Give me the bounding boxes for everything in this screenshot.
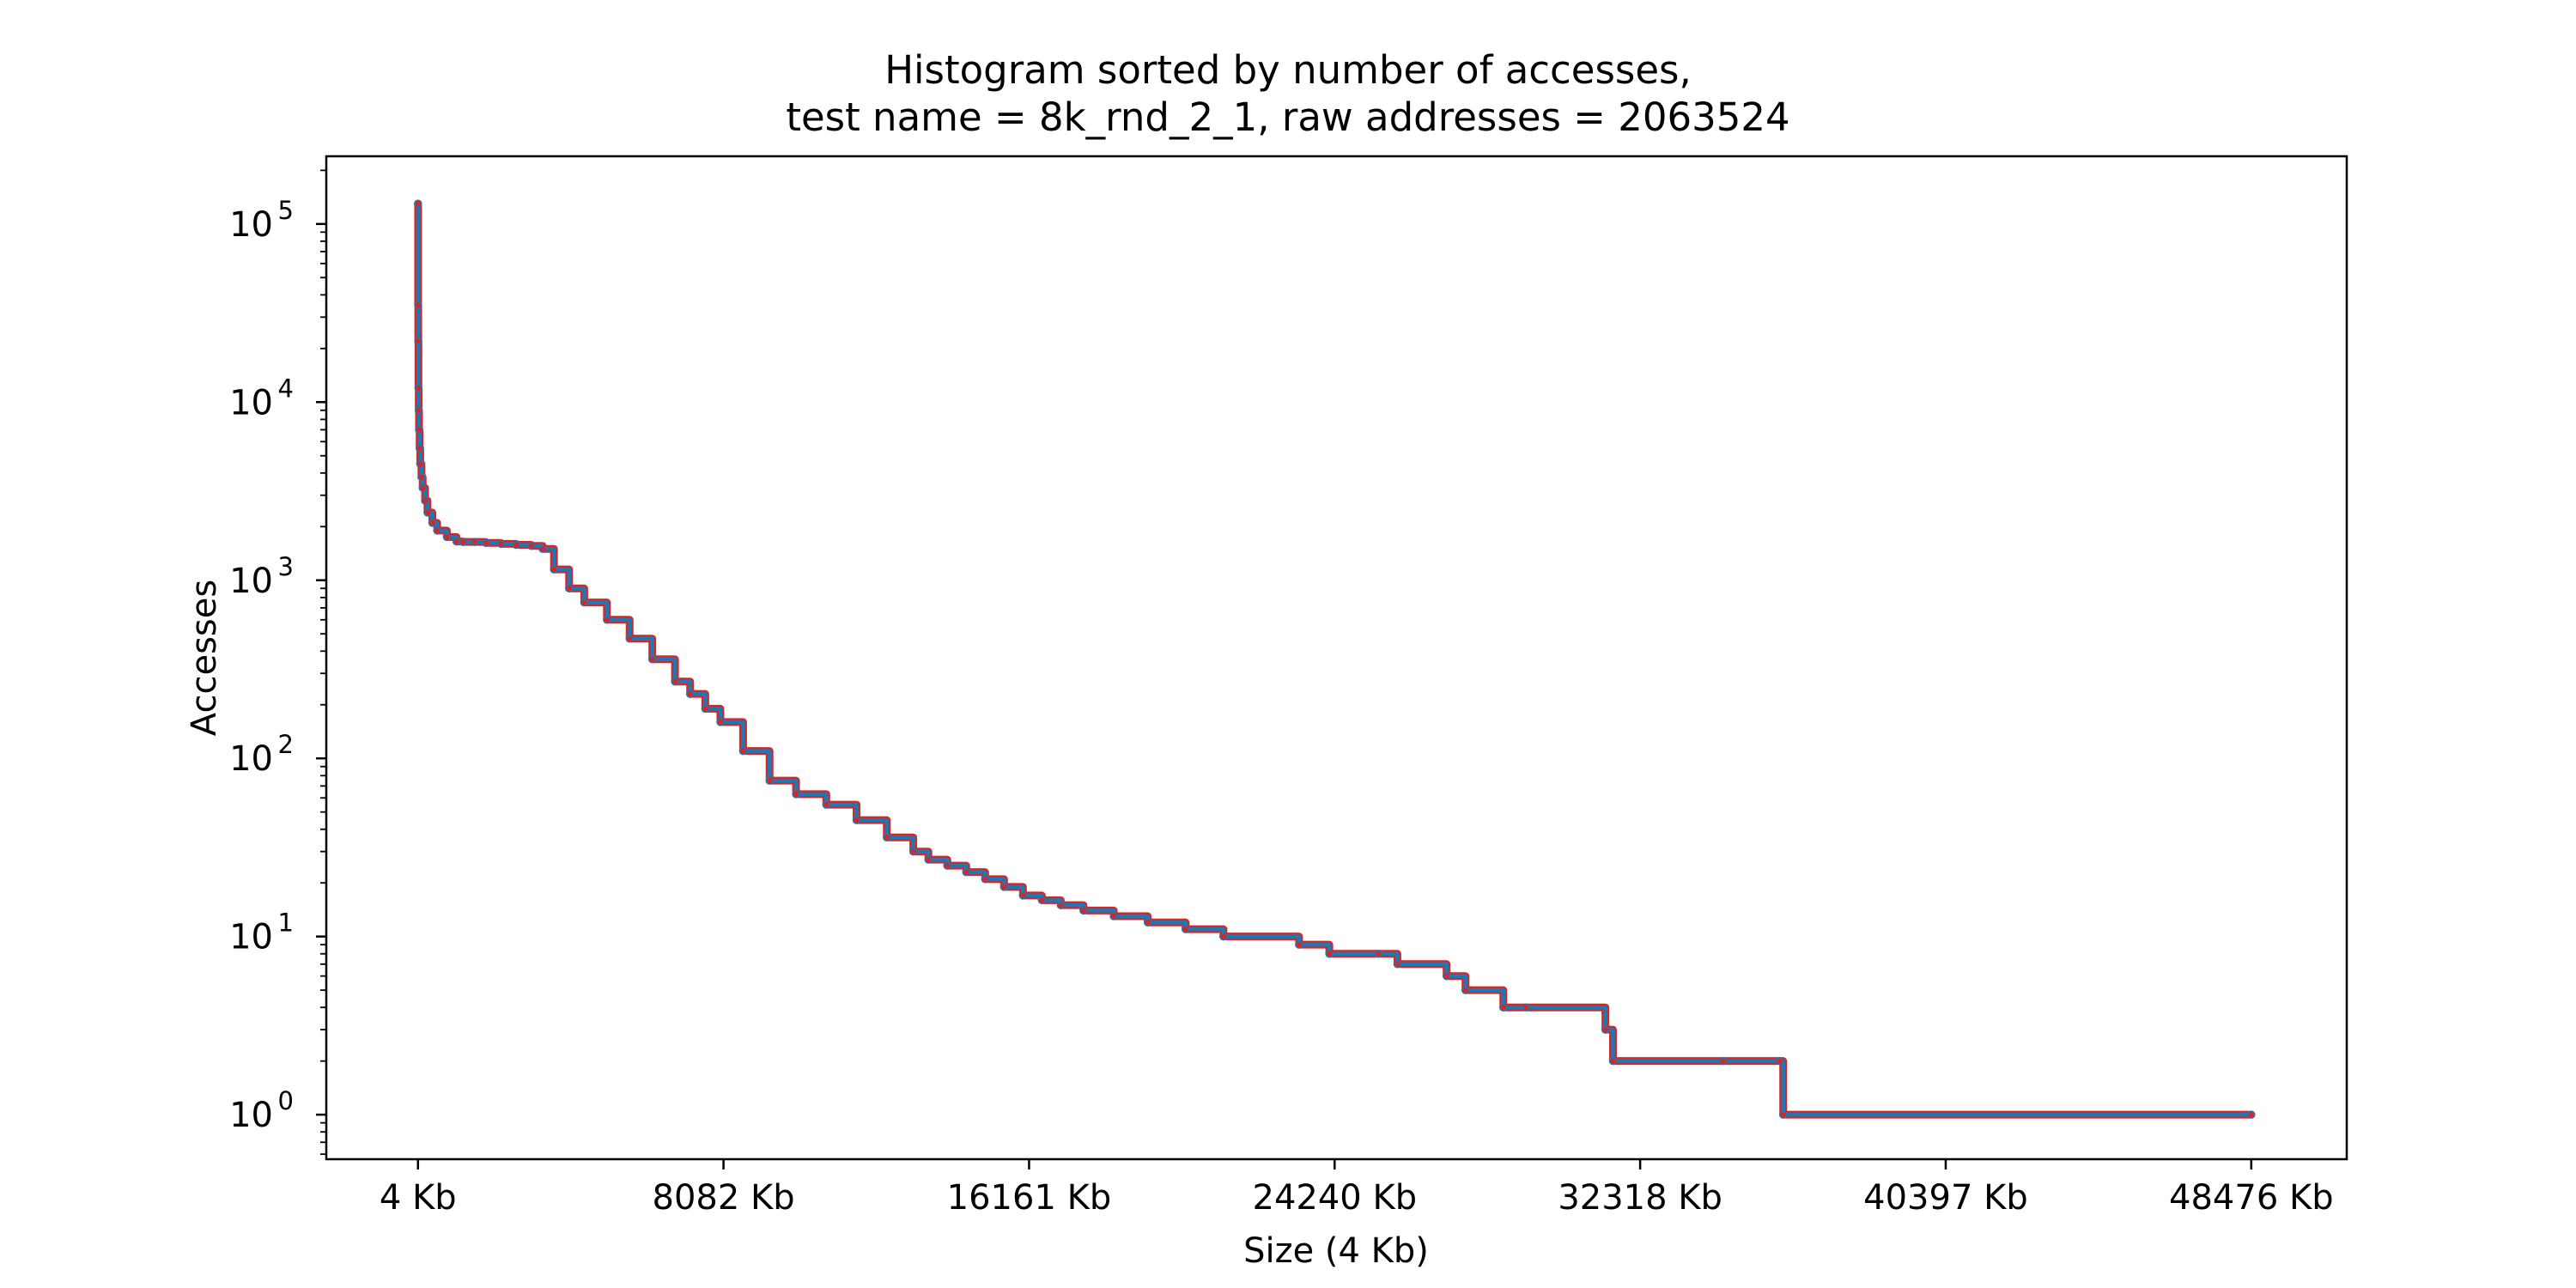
data-point xyxy=(908,847,918,856)
data-point xyxy=(716,718,725,726)
data-point xyxy=(603,616,611,624)
data-point xyxy=(550,565,558,574)
y-tick-label: 10 xyxy=(229,918,273,957)
x-tick-label: 32318 Kb xyxy=(1558,1178,1722,1218)
data-point xyxy=(1056,901,1066,909)
data-point xyxy=(1219,932,1228,941)
data-point xyxy=(1079,906,1088,915)
x-tick-label: 40397 Kb xyxy=(1863,1178,2028,1218)
data-point xyxy=(416,459,425,468)
data-point xyxy=(765,776,774,785)
data-point xyxy=(671,677,679,686)
data-point xyxy=(792,790,800,799)
data-point xyxy=(943,861,952,870)
data-point xyxy=(822,800,831,809)
data-point xyxy=(685,690,695,698)
data-point xyxy=(459,538,468,546)
data-point xyxy=(452,537,461,546)
data-point xyxy=(470,538,479,546)
y-tick-label: 10 xyxy=(229,383,273,422)
x-tick-label: 48476 Kb xyxy=(2169,1178,2334,1218)
data-point xyxy=(512,540,520,550)
data-point xyxy=(1182,925,1190,933)
data-point xyxy=(701,704,710,714)
x-tick-label: 16161 Kb xyxy=(947,1178,1112,1218)
x-axis-label: Size (4 Kb) xyxy=(1243,1231,1429,1271)
y-tick-exponent: 1 xyxy=(278,908,294,938)
data-point xyxy=(418,483,427,492)
y-tick-exponent: 3 xyxy=(278,552,294,581)
data-point xyxy=(1608,1056,1618,1066)
data-point xyxy=(1498,1003,1508,1012)
data-point xyxy=(1775,1056,1784,1066)
data-point xyxy=(999,883,1009,891)
data-point xyxy=(1325,950,1334,958)
data-point xyxy=(565,584,574,592)
data-point xyxy=(421,496,429,505)
y-tick-label: 10 xyxy=(229,1096,273,1135)
y-tick-exponent: 2 xyxy=(278,730,294,759)
data-point xyxy=(1461,986,1470,994)
data-point xyxy=(414,406,423,415)
data-point xyxy=(1018,891,1028,900)
data-point xyxy=(538,544,547,553)
y-tick-exponent: 5 xyxy=(278,196,294,225)
y-tick-exponent: 0 xyxy=(278,1086,294,1115)
data-point xyxy=(1393,960,1402,969)
data-point xyxy=(433,526,441,535)
data-point xyxy=(1522,1003,1530,1012)
data-point xyxy=(414,199,422,208)
data-point xyxy=(415,444,424,453)
data-point xyxy=(625,635,635,643)
data-point xyxy=(1295,940,1303,949)
data-point xyxy=(1778,1110,1788,1119)
data-point xyxy=(852,816,861,824)
data-point xyxy=(2247,1110,2256,1119)
y-tick-label: 10 xyxy=(229,739,273,779)
plot-area xyxy=(325,155,2348,1161)
data-point xyxy=(1143,918,1152,927)
data-point xyxy=(442,532,452,542)
y-tick-label: 10 xyxy=(229,205,273,245)
data-point xyxy=(981,875,990,884)
data-point xyxy=(738,746,748,756)
y-tick-exponent: 4 xyxy=(278,374,294,403)
data-point xyxy=(647,655,657,664)
data-point xyxy=(1718,1056,1727,1066)
data-point xyxy=(417,472,426,482)
data-point xyxy=(580,598,589,607)
x-tick-label: 24240 Kb xyxy=(1253,1178,1418,1218)
data-point xyxy=(1109,912,1118,920)
data-point xyxy=(414,301,422,310)
data-point xyxy=(1601,1025,1610,1034)
data-point xyxy=(962,867,971,877)
data-point xyxy=(482,538,490,548)
x-tick-label: 4 Kb xyxy=(380,1178,457,1218)
chart-title-line1: Histogram sorted by number of accesses, xyxy=(884,47,1692,93)
data-point xyxy=(496,539,506,549)
data-point xyxy=(1374,950,1383,958)
x-tick-label: 8082 Kb xyxy=(653,1178,795,1218)
data-point xyxy=(415,425,423,434)
x-axis-ticks: 4 Kb 8082 Kb 16161 Kb 24240 Kb 32318 Kb 40397… xyxy=(380,1159,2334,1218)
data-point xyxy=(1442,971,1451,981)
y-tick-label: 10 xyxy=(229,562,273,601)
data-point xyxy=(1037,896,1047,905)
plot-frame xyxy=(325,155,2348,1161)
y-axis-label: Accesses xyxy=(185,580,224,736)
series-layer xyxy=(414,199,2256,1119)
data-point xyxy=(428,519,437,527)
data-point xyxy=(414,384,423,392)
data-point xyxy=(414,337,422,346)
data-point xyxy=(526,541,536,550)
data-point xyxy=(924,855,933,864)
data-point xyxy=(423,508,432,517)
data-point xyxy=(883,833,891,842)
chart-title-line2: test name = 8k_rnd_2_1, raw addresses = … xyxy=(786,94,1789,140)
